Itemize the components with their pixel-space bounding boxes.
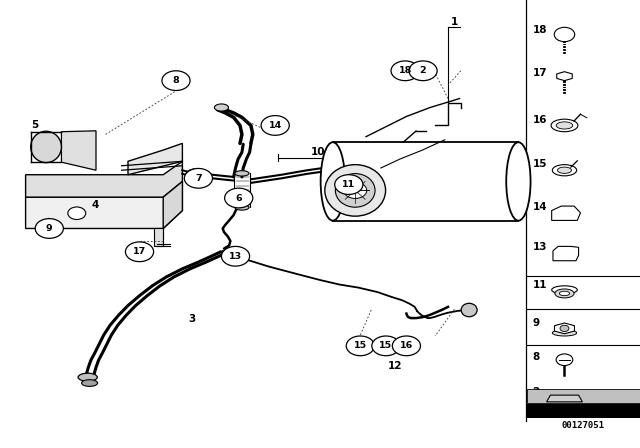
- Circle shape: [68, 207, 86, 220]
- Text: 17: 17: [532, 68, 547, 78]
- Polygon shape: [26, 161, 182, 197]
- Text: 14: 14: [269, 121, 282, 130]
- Text: 15: 15: [354, 341, 367, 350]
- Text: 9: 9: [46, 224, 52, 233]
- Text: 2: 2: [420, 66, 426, 75]
- Text: 17: 17: [133, 247, 146, 256]
- Circle shape: [554, 27, 575, 42]
- Text: 9: 9: [532, 318, 540, 327]
- Ellipse shape: [552, 286, 577, 294]
- Text: 14: 14: [532, 202, 547, 212]
- Polygon shape: [554, 323, 575, 334]
- Text: 00127051: 00127051: [561, 421, 605, 430]
- Ellipse shape: [325, 165, 385, 216]
- Circle shape: [225, 188, 253, 208]
- Text: 18: 18: [532, 25, 547, 35]
- Ellipse shape: [82, 380, 98, 386]
- Polygon shape: [154, 228, 163, 246]
- Text: 7: 7: [195, 174, 202, 183]
- Text: 2: 2: [532, 387, 540, 396]
- Text: 13: 13: [532, 242, 547, 252]
- Ellipse shape: [461, 303, 477, 317]
- Bar: [527, 389, 640, 403]
- Polygon shape: [26, 181, 182, 228]
- Circle shape: [335, 175, 363, 194]
- Circle shape: [392, 336, 420, 356]
- Text: 13: 13: [229, 252, 242, 261]
- Text: 8: 8: [173, 76, 179, 85]
- Polygon shape: [128, 143, 182, 175]
- Circle shape: [560, 325, 569, 332]
- Circle shape: [184, 168, 212, 188]
- Text: 15: 15: [380, 341, 392, 350]
- Ellipse shape: [235, 205, 249, 210]
- Polygon shape: [163, 181, 182, 228]
- Ellipse shape: [552, 164, 577, 176]
- Circle shape: [556, 354, 573, 366]
- Circle shape: [391, 61, 419, 81]
- Circle shape: [162, 71, 190, 90]
- Text: 11: 11: [342, 180, 355, 189]
- Circle shape: [125, 242, 154, 262]
- Ellipse shape: [556, 122, 573, 129]
- Text: 4: 4: [91, 200, 99, 210]
- Circle shape: [186, 169, 205, 182]
- Ellipse shape: [551, 119, 578, 132]
- Ellipse shape: [335, 173, 375, 207]
- Bar: [527, 404, 640, 418]
- Circle shape: [344, 182, 367, 198]
- Circle shape: [221, 246, 250, 266]
- Circle shape: [409, 61, 437, 81]
- Text: 16: 16: [400, 341, 413, 350]
- Ellipse shape: [559, 291, 570, 296]
- Text: 1: 1: [451, 17, 458, 27]
- Polygon shape: [557, 72, 572, 81]
- Ellipse shape: [235, 171, 249, 176]
- Text: 18: 18: [399, 66, 412, 75]
- Circle shape: [35, 219, 63, 238]
- Circle shape: [346, 336, 374, 356]
- Text: 3: 3: [188, 314, 196, 324]
- Text: 15: 15: [532, 159, 547, 169]
- Ellipse shape: [78, 373, 97, 381]
- Circle shape: [372, 336, 400, 356]
- Ellipse shape: [31, 131, 61, 163]
- Text: 16: 16: [532, 115, 547, 125]
- Text: 8: 8: [532, 352, 540, 362]
- Ellipse shape: [214, 104, 228, 111]
- Circle shape: [261, 116, 289, 135]
- Polygon shape: [553, 246, 579, 261]
- Text: 5: 5: [31, 121, 39, 130]
- Polygon shape: [61, 131, 96, 170]
- Text: 10: 10: [311, 147, 325, 157]
- Ellipse shape: [555, 289, 574, 298]
- Text: 6: 6: [236, 194, 242, 202]
- Ellipse shape: [552, 330, 577, 336]
- Ellipse shape: [557, 167, 572, 173]
- Polygon shape: [552, 206, 580, 220]
- Text: 12: 12: [388, 362, 403, 371]
- Polygon shape: [547, 395, 582, 402]
- Ellipse shape: [506, 142, 531, 221]
- Ellipse shape: [321, 142, 345, 221]
- Text: 11: 11: [532, 280, 547, 290]
